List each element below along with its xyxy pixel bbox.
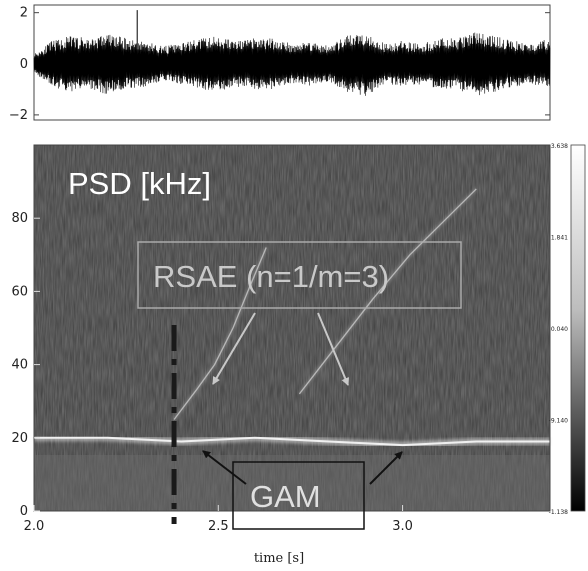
rsae-label-box	[137, 241, 462, 309]
colorbar-tick-label: 0.040	[551, 326, 568, 333]
rsae-arrow-right	[317, 312, 349, 386]
signal-panel: 2 0 −2	[9, 4, 551, 123]
spectrogram-noise	[34, 145, 550, 511]
spectrogram-low-band	[34, 455, 550, 511]
spectrogram-x-tick-label: 2.5	[208, 519, 229, 534]
spectrogram-features	[34, 187, 550, 449]
rsae-label: RSAE (n=1/m=3)	[153, 259, 389, 294]
spectrogram-y-axis: 0 20 40 60 80	[11, 211, 40, 519]
x-axis-label: time [s]	[254, 551, 304, 566]
colorbar-tick-label: -1.138	[549, 509, 569, 516]
colorbar-tick-label: -9.140	[549, 418, 569, 425]
signal-y-tick-label: 0	[20, 57, 28, 72]
colorbar-tick-label: 3.638	[551, 143, 568, 150]
spectrogram-y-tick-label: 40	[11, 358, 28, 373]
colorbar-ticks: 3.638 1.841 0.040 -9.140 -1.138	[549, 143, 569, 516]
rsae-chirp-line	[298, 188, 477, 395]
spectrogram-panel: 0 20 40 60 80 2.0 2.5 3.0 time [s] PSD [kHz] R…	[11, 144, 551, 566]
rsae-arrow-left	[212, 312, 256, 385]
gam-label-box	[232, 461, 365, 530]
gam-band-line	[34, 436, 550, 447]
colorbar: 3.638 1.841 0.040 -9.140 -1.138	[549, 143, 586, 516]
signal-y-tick-label: −2	[9, 108, 28, 123]
rsae-chirp-line	[173, 247, 267, 420]
psd-title: PSD [kHz]	[68, 166, 211, 201]
spectrogram-frame	[33, 144, 551, 512]
spectrogram-y-tick-label: 60	[11, 284, 28, 299]
gam-arrow-left	[202, 450, 247, 485]
spectrogram-y-tick-label: 80	[11, 211, 28, 226]
spectrogram-x-tick-label: 2.0	[24, 519, 45, 534]
spectrogram-x-tick-label: 3.0	[392, 519, 413, 534]
spectrogram-x-axis: 2.0 2.5 3.0	[24, 505, 413, 534]
signal-y-tick-label: 2	[20, 6, 28, 21]
signal-trace	[33, 10, 551, 96]
colorbar-gradient	[570, 144, 586, 512]
gam-arrow-right	[369, 451, 403, 485]
spectrogram-y-tick-label: 0	[20, 504, 28, 519]
signal-y-axis: 2 0 −2	[9, 6, 550, 123]
spectrogram-y-tick-label: 20	[11, 431, 28, 446]
gam-label: GAM	[250, 479, 321, 514]
signal-line	[33, 32, 551, 96]
colorbar-tick-label: 1.841	[551, 235, 568, 242]
